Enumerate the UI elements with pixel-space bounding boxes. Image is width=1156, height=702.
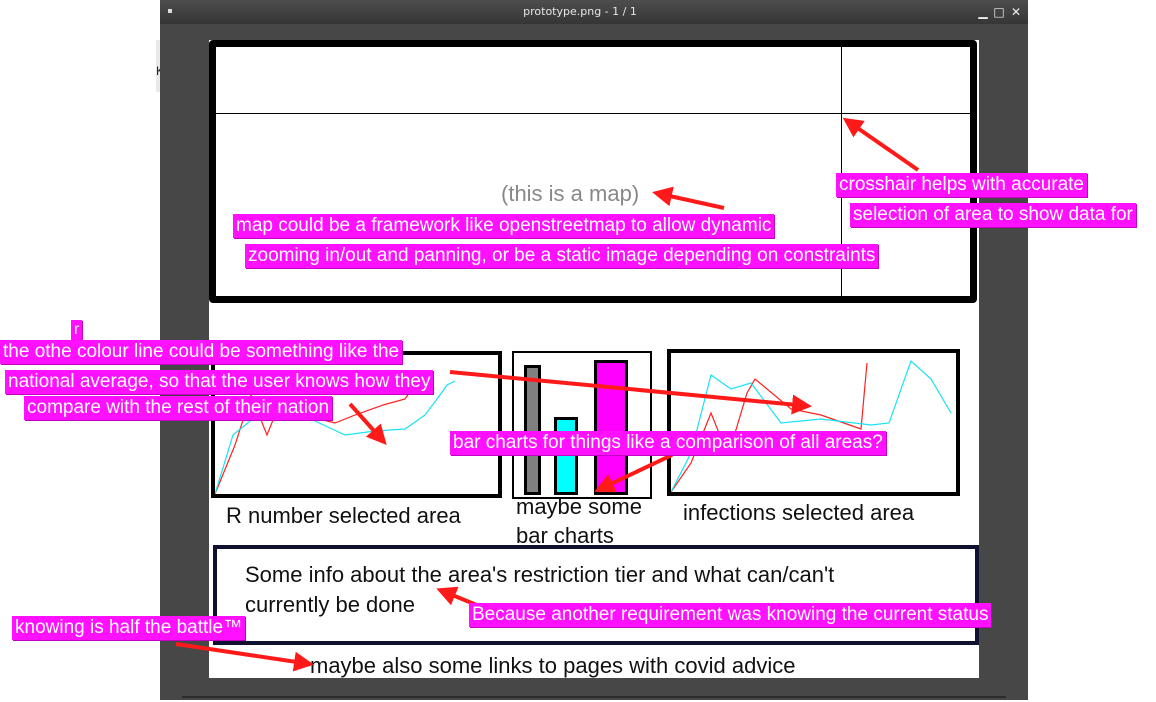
note-crosshair-1: crosshair helps with accurate [836, 173, 1087, 197]
note-bar-charts: bar charts for things like a comparison … [450, 431, 886, 455]
bar-chart [512, 351, 652, 499]
close-icon[interactable]: ✕ [1010, 5, 1022, 19]
viewer-bottom-edge [182, 696, 1006, 698]
bar-magenta [594, 360, 628, 495]
bar-gray [524, 365, 541, 495]
note-status: Because another requirement was knowing … [469, 603, 992, 627]
note-battle: knowing is half the battle™ [12, 616, 246, 640]
maximize-icon[interactable]: □ [993, 5, 1005, 19]
info-box [213, 545, 979, 645]
note-map-2: zooming in/out and panning, or be a stat… [245, 244, 879, 268]
covid-links-text: maybe also some links to pages with covi… [310, 653, 796, 678]
bar-chart-caption-2: bar charts [516, 523, 614, 548]
r-number-caption: R number selected area [226, 503, 461, 528]
bar-chart-caption-1: maybe some [516, 494, 642, 519]
background-window-strip [156, 40, 160, 92]
map-box [209, 40, 977, 303]
app-menu-icon[interactable] [168, 9, 172, 13]
infections-caption: infections selected area [683, 500, 915, 525]
note-line-1: the othe colour line could be something … [0, 340, 403, 364]
bar-cyan [554, 417, 578, 495]
crosshair-vertical [841, 47, 842, 296]
crosshair-horizontal [216, 113, 970, 114]
note-map-1: map could be a framework like openstreet… [233, 214, 775, 238]
title-bar[interactable]: prototype.png - 1 / 1 ▁ □ ✕ [160, 0, 1028, 24]
note-line-2: national average, so that the user knows… [5, 370, 434, 394]
info-line-1: Some info about the area's restriction t… [245, 562, 835, 587]
window-title: prototype.png - 1 / 1 [523, 5, 637, 18]
note-r-fix: r [71, 320, 83, 340]
infections-chart [667, 349, 960, 496]
infections-chart-lines [670, 359, 952, 493]
minimize-icon[interactable]: ▁ [978, 5, 988, 19]
map-label: (this is a map) [501, 181, 640, 206]
note-line-3: compare with the rest of their nation [24, 396, 333, 420]
note-crosshair-2: selection of area to show data for [850, 203, 1136, 227]
info-line-2: currently be done [245, 592, 415, 617]
